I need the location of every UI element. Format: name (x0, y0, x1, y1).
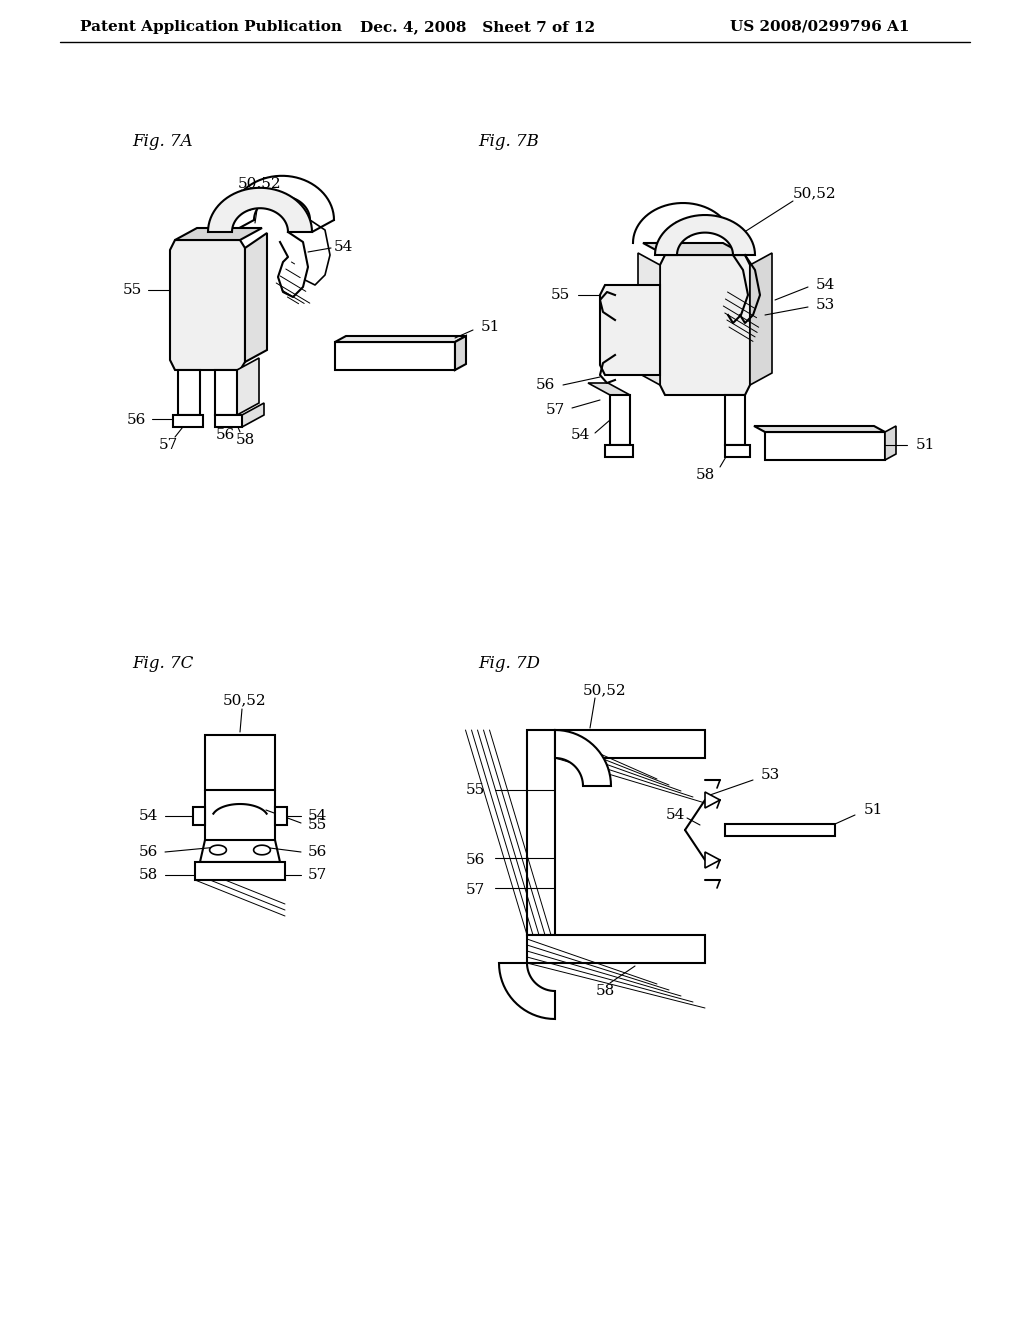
Polygon shape (660, 255, 750, 395)
Polygon shape (725, 445, 750, 457)
Polygon shape (210, 845, 226, 855)
Polygon shape (705, 851, 720, 869)
Polygon shape (208, 187, 312, 232)
Text: 55: 55 (307, 818, 327, 832)
Text: 56: 56 (138, 845, 158, 859)
Polygon shape (237, 358, 259, 414)
Polygon shape (242, 403, 264, 426)
Polygon shape (173, 414, 203, 426)
Text: 50,52: 50,52 (794, 186, 837, 201)
Text: 54: 54 (334, 240, 352, 253)
Text: 51: 51 (480, 319, 500, 334)
Text: 57: 57 (465, 883, 484, 898)
Text: 55: 55 (123, 282, 141, 297)
Polygon shape (655, 215, 755, 255)
Text: Patent Application Publication: Patent Application Publication (80, 20, 342, 34)
Text: Fig. 7B: Fig. 7B (478, 133, 539, 150)
Polygon shape (178, 370, 200, 414)
Text: 56: 56 (307, 845, 327, 859)
Polygon shape (555, 730, 705, 758)
Text: 57: 57 (159, 438, 177, 451)
Text: Fig. 7C: Fig. 7C (132, 656, 194, 672)
Text: 54: 54 (815, 279, 835, 292)
Polygon shape (335, 337, 466, 342)
Text: 55: 55 (465, 783, 484, 797)
Text: 54: 54 (138, 809, 158, 822)
Polygon shape (725, 824, 835, 836)
Text: 51: 51 (915, 438, 935, 451)
Polygon shape (170, 240, 245, 370)
Polygon shape (600, 285, 660, 375)
Polygon shape (205, 735, 275, 789)
Polygon shape (200, 840, 280, 862)
Text: 51: 51 (863, 803, 883, 817)
Polygon shape (754, 426, 885, 432)
Text: Dec. 4, 2008   Sheet 7 of 12: Dec. 4, 2008 Sheet 7 of 12 (360, 20, 595, 34)
Text: Fig. 7A: Fig. 7A (132, 133, 193, 150)
Text: 53: 53 (761, 768, 779, 781)
Text: 55: 55 (550, 288, 569, 302)
Text: US 2008/0299796 A1: US 2008/0299796 A1 (730, 20, 909, 34)
Text: 50,52: 50,52 (239, 176, 282, 190)
Polygon shape (527, 730, 555, 935)
Text: 54: 54 (307, 809, 327, 822)
Polygon shape (638, 253, 660, 385)
Text: 54: 54 (666, 808, 685, 822)
Polygon shape (885, 426, 896, 459)
Polygon shape (765, 432, 885, 459)
Polygon shape (275, 807, 287, 825)
Text: 58: 58 (595, 983, 614, 998)
Text: 56: 56 (126, 413, 145, 426)
Polygon shape (605, 445, 633, 457)
Polygon shape (215, 370, 237, 414)
Polygon shape (725, 395, 745, 445)
Text: 57: 57 (307, 869, 327, 882)
Polygon shape (555, 730, 611, 785)
Polygon shape (455, 337, 466, 370)
Polygon shape (610, 395, 630, 445)
Text: 57: 57 (546, 403, 564, 417)
Text: 56: 56 (536, 378, 555, 392)
Text: 53: 53 (815, 298, 835, 312)
Polygon shape (705, 792, 720, 808)
Text: 56: 56 (215, 428, 234, 442)
Text: 58: 58 (236, 433, 255, 447)
Polygon shape (193, 807, 205, 825)
Polygon shape (643, 243, 745, 255)
Text: 58: 58 (695, 469, 715, 482)
Polygon shape (195, 862, 285, 880)
Polygon shape (215, 414, 242, 426)
Polygon shape (499, 964, 555, 1019)
Text: 50,52: 50,52 (223, 693, 267, 708)
Polygon shape (335, 342, 455, 370)
Text: Fig. 7D: Fig. 7D (478, 656, 540, 672)
Polygon shape (175, 228, 262, 240)
Polygon shape (254, 845, 270, 855)
Text: 56: 56 (465, 853, 484, 867)
Polygon shape (245, 234, 267, 362)
Text: 54: 54 (570, 428, 590, 442)
Text: 50,52: 50,52 (584, 682, 627, 697)
Polygon shape (527, 935, 705, 964)
Text: 58: 58 (138, 869, 158, 882)
Polygon shape (588, 383, 630, 395)
Polygon shape (750, 253, 772, 385)
